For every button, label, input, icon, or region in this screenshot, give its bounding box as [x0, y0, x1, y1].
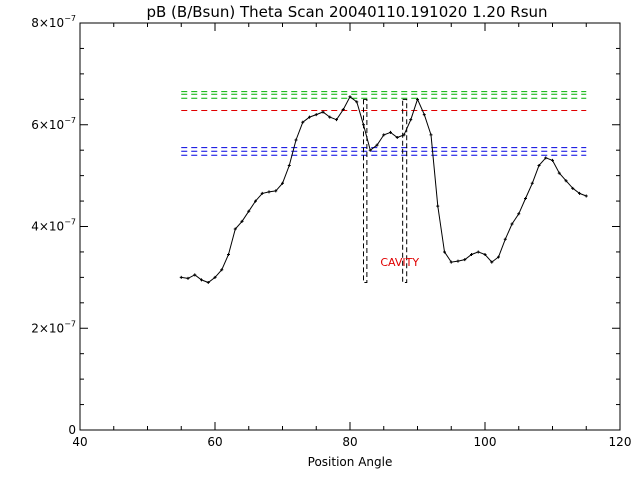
data-point: [557, 171, 561, 175]
annotation-cavity-label: CAVITY: [380, 256, 419, 269]
data-point: [395, 135, 399, 139]
data-point: [443, 250, 446, 254]
data-point: [220, 268, 224, 272]
data-point: [409, 118, 413, 122]
data-point: [355, 100, 359, 104]
data-point: [402, 133, 406, 137]
x-tick-label: 120: [609, 435, 632, 449]
data-point: [530, 181, 534, 185]
data-point: [267, 190, 271, 194]
data-series: [179, 95, 588, 284]
data-point: [578, 191, 581, 195]
data-point: [429, 133, 433, 137]
y-tick-label: 4×10−7: [31, 218, 76, 234]
data-point: [260, 191, 264, 195]
data-point: [179, 275, 183, 279]
data-point: [564, 179, 568, 183]
data-point: [274, 189, 278, 193]
data-point: [328, 115, 332, 119]
data-point: [213, 275, 217, 279]
annotations: CAVITY: [380, 256, 419, 269]
data-point: [200, 278, 203, 282]
data-point: [510, 222, 514, 226]
y-tick-label: 0: [68, 423, 76, 437]
cavity-boundaries: [363, 98, 408, 283]
data-point: [463, 258, 467, 262]
data-point: [449, 260, 453, 264]
y-tick-label: 2×10−7: [31, 319, 76, 335]
data-point: [490, 260, 494, 264]
data-point: [314, 113, 318, 117]
data-point: [551, 158, 554, 162]
data-point: [294, 138, 298, 142]
data-point: [254, 199, 257, 203]
data-point: [321, 110, 325, 114]
cavity-boundary-1: [402, 98, 408, 283]
data-point: [436, 204, 440, 208]
x-tick-label: 80: [342, 435, 357, 449]
reference-lines: [181, 91, 587, 156]
cavity-boundary-0: [363, 98, 368, 283]
data-point: [422, 113, 426, 117]
data-point: [186, 276, 190, 280]
x-tick-label: 40: [72, 435, 87, 449]
data-point: [193, 273, 197, 277]
data-point: [497, 255, 500, 259]
data-point: [368, 148, 372, 152]
data-point: [375, 143, 379, 147]
data-point: [281, 181, 284, 185]
data-point: [416, 97, 419, 101]
x-tick-label: 100: [474, 435, 497, 449]
data-point: [233, 227, 237, 231]
data-point: [389, 130, 392, 134]
data-point: [240, 219, 244, 223]
data-point: [362, 123, 365, 127]
data-point: [483, 252, 487, 256]
x-axis-label: Position Angle: [308, 455, 393, 469]
data-point: [517, 212, 521, 216]
data-point: [584, 194, 588, 198]
data-point: [341, 107, 345, 111]
data-point: [247, 209, 251, 213]
data-point: [470, 252, 473, 256]
data-point: [503, 237, 507, 241]
data-point: [335, 118, 338, 122]
y-tick-label: 6×10−7: [31, 116, 76, 132]
data-point: [382, 133, 386, 137]
data-point: [571, 186, 575, 190]
data-point: [348, 95, 352, 99]
data-point: [227, 252, 230, 256]
data-point: [537, 163, 541, 167]
data-point: [308, 115, 311, 119]
chart-title: pB (B/Bsun) Theta Scan 20040110.191020 1…: [146, 3, 547, 21]
data-point: [524, 197, 527, 201]
data-point: [206, 280, 210, 284]
x-tick-label: 60: [207, 435, 222, 449]
ticks: 40 60 80 100 120 0 2×10−7 4×10−7 6×10−7 8×10−7: [31, 14, 631, 449]
data-point: [456, 259, 460, 263]
y-tick-label: 8×10−7: [31, 14, 76, 30]
data-point: [287, 163, 291, 167]
data-point: [544, 156, 548, 160]
data-point: [476, 250, 480, 254]
data-point: [301, 120, 305, 124]
